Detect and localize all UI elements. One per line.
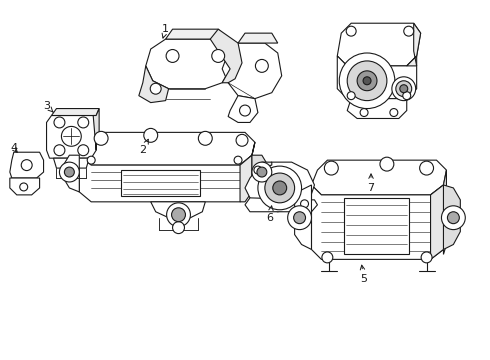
Polygon shape: [347, 99, 407, 118]
Circle shape: [447, 212, 459, 224]
Polygon shape: [240, 142, 255, 202]
Polygon shape: [312, 185, 443, 260]
Circle shape: [300, 200, 309, 208]
Text: 4: 4: [10, 143, 17, 153]
Circle shape: [172, 208, 185, 222]
Circle shape: [294, 212, 306, 224]
Circle shape: [20, 183, 28, 191]
Polygon shape: [337, 23, 420, 66]
Circle shape: [392, 77, 416, 100]
Circle shape: [400, 85, 408, 93]
Circle shape: [78, 145, 89, 156]
Polygon shape: [222, 43, 282, 99]
Circle shape: [167, 203, 191, 227]
Circle shape: [403, 92, 411, 100]
Polygon shape: [10, 178, 40, 195]
Circle shape: [322, 252, 333, 263]
Circle shape: [347, 92, 355, 100]
Circle shape: [54, 145, 65, 156]
Circle shape: [346, 26, 356, 36]
Circle shape: [94, 131, 108, 145]
Polygon shape: [51, 109, 99, 116]
Polygon shape: [146, 39, 230, 89]
Circle shape: [87, 156, 95, 164]
Text: 3: 3: [43, 100, 53, 112]
Polygon shape: [210, 29, 242, 83]
Circle shape: [390, 109, 398, 117]
Circle shape: [421, 252, 432, 263]
Polygon shape: [443, 185, 460, 249]
Polygon shape: [47, 116, 96, 158]
Circle shape: [236, 134, 248, 146]
Circle shape: [64, 167, 74, 177]
Circle shape: [357, 71, 377, 91]
Circle shape: [21, 159, 32, 171]
Circle shape: [78, 117, 89, 128]
Circle shape: [254, 166, 262, 174]
Polygon shape: [79, 155, 252, 202]
Circle shape: [150, 83, 161, 94]
Polygon shape: [139, 66, 169, 103]
Circle shape: [252, 162, 272, 182]
Circle shape: [59, 162, 79, 182]
Circle shape: [324, 161, 338, 175]
Circle shape: [61, 126, 81, 146]
Polygon shape: [10, 152, 44, 178]
Circle shape: [441, 206, 466, 230]
Polygon shape: [344, 198, 409, 255]
Circle shape: [144, 129, 158, 142]
Circle shape: [347, 61, 387, 100]
Polygon shape: [228, 96, 258, 122]
Circle shape: [339, 53, 395, 109]
Circle shape: [363, 77, 371, 85]
Circle shape: [240, 105, 250, 116]
Polygon shape: [312, 160, 446, 195]
Polygon shape: [337, 56, 416, 99]
Text: 2: 2: [139, 139, 148, 155]
Circle shape: [273, 181, 287, 195]
Polygon shape: [79, 132, 255, 165]
Circle shape: [288, 206, 312, 230]
Polygon shape: [63, 155, 79, 192]
Text: 1: 1: [162, 24, 169, 38]
Circle shape: [172, 222, 184, 234]
Circle shape: [380, 157, 394, 171]
Polygon shape: [431, 170, 446, 260]
Polygon shape: [151, 202, 205, 218]
Circle shape: [54, 117, 65, 128]
Circle shape: [258, 166, 301, 210]
Circle shape: [404, 26, 414, 36]
Polygon shape: [294, 185, 312, 249]
Polygon shape: [238, 33, 278, 43]
Circle shape: [198, 131, 212, 145]
Circle shape: [234, 156, 242, 164]
Circle shape: [419, 161, 434, 175]
Circle shape: [166, 50, 179, 62]
Circle shape: [255, 59, 269, 72]
Circle shape: [68, 169, 75, 177]
Text: 6: 6: [266, 206, 273, 223]
Circle shape: [360, 109, 368, 117]
Polygon shape: [407, 23, 420, 66]
Polygon shape: [93, 109, 99, 150]
Text: 7: 7: [368, 174, 374, 193]
Polygon shape: [258, 162, 272, 168]
Circle shape: [257, 167, 267, 177]
Circle shape: [212, 50, 224, 62]
Circle shape: [265, 173, 294, 203]
Polygon shape: [121, 170, 200, 196]
Polygon shape: [166, 29, 228, 39]
Polygon shape: [53, 158, 89, 168]
Polygon shape: [245, 198, 318, 212]
Circle shape: [396, 81, 412, 96]
Text: 5: 5: [360, 265, 368, 284]
Polygon shape: [245, 162, 315, 212]
Polygon shape: [252, 155, 268, 192]
